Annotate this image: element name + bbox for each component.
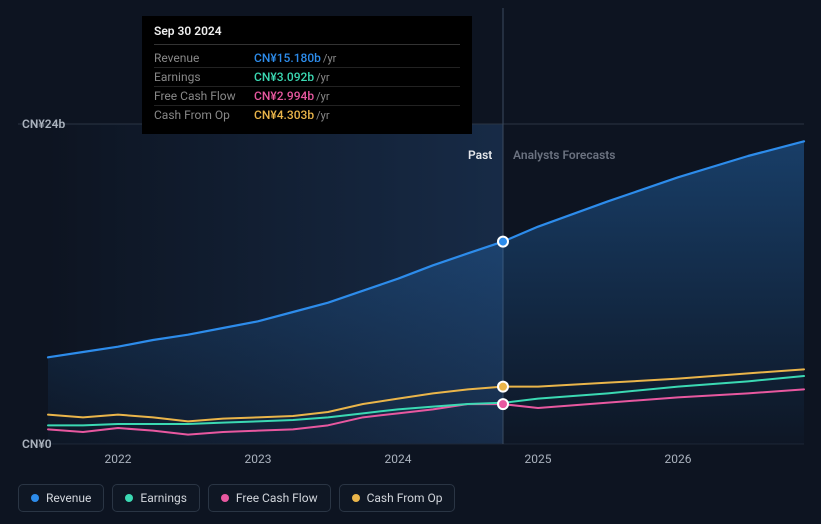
tooltip-row-suffix: /yr	[323, 52, 336, 65]
y-axis-label: CN¥24b	[22, 117, 65, 131]
x-axis-label: 2022	[105, 452, 132, 466]
tooltip-row-label: Revenue	[154, 51, 254, 65]
tooltip-row-value: CN¥2.994b	[254, 89, 314, 103]
chart-tooltip: Sep 30 2024 RevenueCN¥15.180b/yrEarnings…	[142, 16, 472, 134]
tooltip-row-suffix: /yr	[316, 109, 329, 122]
legend-dot-icon	[125, 494, 133, 502]
x-axis-label: 2023	[245, 452, 272, 466]
tooltip-row-label: Cash From Op	[154, 108, 254, 122]
forecast-label: Analysts Forecasts	[513, 148, 615, 162]
legend-item-label: Earnings	[140, 491, 187, 505]
tooltip-row-label: Earnings	[154, 70, 254, 84]
past-label: Past	[468, 148, 492, 162]
tooltip-row-value: CN¥3.092b	[254, 70, 314, 84]
legend-dot-icon	[352, 494, 360, 502]
tooltip-row: RevenueCN¥15.180b/yr	[154, 49, 460, 68]
x-axis-label: 2026	[665, 452, 692, 466]
legend-dot-icon	[221, 494, 229, 502]
legend-dot-icon	[31, 494, 39, 502]
tooltip-row-suffix: /yr	[316, 71, 329, 84]
y-axis-label: CN¥0	[22, 437, 52, 451]
legend-item-label: Free Cash Flow	[236, 491, 318, 505]
legend-item-label: Revenue	[46, 491, 91, 505]
x-axis-label: 2025	[525, 452, 552, 466]
legend-item-revenue[interactable]: Revenue	[18, 484, 104, 512]
tooltip-row-value: CN¥4.303b	[254, 108, 314, 122]
x-axis-label: 2024	[385, 452, 412, 466]
legend: Revenue Earnings Free Cash Flow Cash From O…	[18, 484, 455, 512]
tooltip-row-value: CN¥15.180b	[254, 51, 321, 65]
legend-item-cash-from-op[interactable]: Cash From Op	[339, 484, 456, 512]
tooltip-row-label: Free Cash Flow	[154, 89, 254, 103]
tooltip-date: Sep 30 2024	[154, 24, 460, 45]
tooltip-row-suffix: /yr	[316, 90, 329, 103]
tooltip-row: EarningsCN¥3.092b/yr	[154, 68, 460, 87]
tooltip-row: Free Cash FlowCN¥2.994b/yr	[154, 87, 460, 106]
tooltip-row: Cash From OpCN¥4.303b/yr	[154, 106, 460, 124]
earnings-revenue-chart: CN¥24b CN¥0 2022 2023 2024 2025 2026 Past Anal…	[0, 0, 821, 524]
legend-item-free-cash-flow[interactable]: Free Cash Flow	[208, 484, 331, 512]
legend-item-earnings[interactable]: Earnings	[112, 484, 200, 512]
legend-item-label: Cash From Op	[367, 491, 443, 505]
